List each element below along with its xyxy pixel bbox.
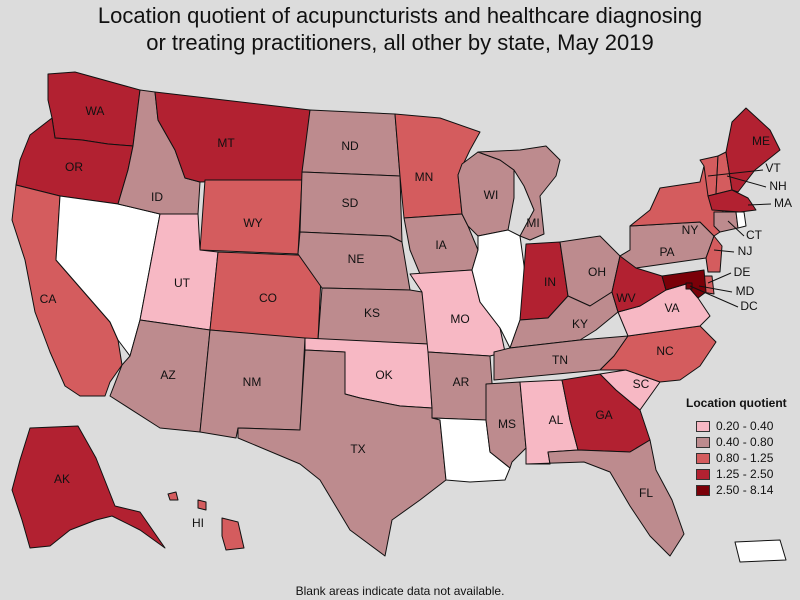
- state-label-nc: NC: [656, 344, 674, 358]
- state-label-mt: MT: [217, 136, 235, 150]
- state-label-ia: IA: [435, 238, 446, 252]
- state-tx: [237, 349, 447, 557]
- leader-line-nh: [726, 175, 767, 188]
- leader-line-nj: [713, 249, 735, 253]
- leader-line-ma: [747, 203, 772, 206]
- state-hi: [167, 491, 245, 551]
- state-label-az: AZ: [160, 368, 175, 382]
- state-fl: [525, 439, 685, 557]
- state-label-va: VA: [664, 301, 679, 315]
- footnote: Blank areas indicate data not available.: [295, 584, 505, 598]
- state-label-or: OR: [65, 160, 83, 174]
- state-label-al: AL: [549, 413, 564, 427]
- state-label-nj: NJ: [738, 244, 753, 258]
- legend-label: 0.20 - 0.40: [716, 419, 774, 433]
- state-ri: [735, 211, 747, 229]
- state-pr: [734, 539, 787, 563]
- legend-swatch: [696, 452, 710, 464]
- state-label-pa: PA: [659, 245, 674, 259]
- state-label-nh: NH: [769, 179, 786, 193]
- state-label-me: ME: [752, 134, 770, 148]
- state-label-dc: DC: [740, 299, 758, 313]
- state-ak: [11, 425, 166, 549]
- map-title: Location quotient of acupuncturists and …: [0, 2, 800, 56]
- legend-swatch: [696, 484, 710, 496]
- legend-label: 0.40 - 0.80: [716, 435, 774, 449]
- state-label-mi: MI: [526, 216, 539, 230]
- state-label-hi: HI: [192, 516, 204, 530]
- state-ma: [707, 189, 757, 213]
- state-label-sc: SC: [633, 377, 650, 391]
- map-title-line1: Location quotient of acupuncturists and …: [97, 3, 703, 28]
- state-sc: [599, 369, 661, 411]
- state-label-mo: MO: [450, 312, 469, 326]
- legend-swatch: [696, 468, 710, 480]
- leader-line-md: [698, 285, 733, 293]
- state-label-ga: GA: [595, 408, 612, 422]
- legend-swatch: [696, 420, 710, 432]
- state-label-ma: MA: [774, 196, 792, 210]
- state-label-in: IN: [544, 275, 556, 289]
- legend-item: 0.40 - 0.80: [696, 434, 796, 450]
- state-label-id: ID: [151, 190, 163, 204]
- map-title-line2: or treating practitioners, all other by …: [146, 30, 654, 55]
- state-label-sd: SD: [342, 196, 359, 210]
- state-nc: [599, 325, 717, 383]
- state-dc: [685, 282, 693, 290]
- state-label-nm: NM: [243, 375, 262, 389]
- state-label-vt: VT: [765, 161, 781, 175]
- state-ct: [713, 211, 739, 233]
- state-label-ak: AK: [54, 472, 70, 486]
- state-nj: [705, 235, 723, 273]
- state-label-wy: WY: [243, 216, 262, 230]
- state-label-tn: TN: [552, 353, 568, 367]
- state-label-ms: MS: [498, 417, 516, 431]
- legend-item: 0.20 - 0.40: [696, 418, 796, 434]
- leader-line-de: [707, 272, 732, 284]
- leader-line-dc: [689, 285, 739, 308]
- legend-title: Location quotient: [686, 396, 787, 410]
- state-md: [661, 269, 707, 299]
- state-label-ky: KY: [572, 317, 588, 331]
- state-label-de: DE: [734, 265, 751, 279]
- state-label-ne: NE: [348, 252, 365, 266]
- legend-label: 2.50 - 8.14: [716, 483, 774, 497]
- state-label-ct: CT: [746, 228, 763, 242]
- legend-label: 0.80 - 1.25: [716, 451, 774, 465]
- state-label-wv: WV: [616, 291, 635, 305]
- legend-item: 2.50 - 8.14: [696, 482, 796, 498]
- leader-line-vt: [707, 169, 764, 177]
- state-label-mn: MN: [415, 170, 434, 184]
- state-label-ks: KS: [364, 306, 380, 320]
- legend-item: 0.80 - 1.25: [696, 450, 796, 466]
- legend-item: 1.25 - 2.50: [696, 466, 796, 482]
- state-label-ca: CA: [40, 292, 57, 306]
- state-label-wi: WI: [484, 188, 499, 202]
- state-mi: [477, 145, 561, 241]
- state-label-ok: OK: [375, 368, 392, 382]
- state-label-nd: ND: [341, 139, 359, 153]
- state-label-tx: TX: [350, 442, 365, 456]
- legend-label: 1.25 - 2.50: [716, 467, 774, 481]
- state-label-ut: UT: [174, 276, 191, 290]
- state-label-ar: AR: [453, 375, 470, 389]
- state-label-ny: NY: [682, 223, 699, 237]
- legend: Location quotient 0.20 - 0.40 0.40 - 0.80…: [686, 396, 796, 498]
- leader-line-ct: [727, 220, 745, 237]
- state-label-oh: OH: [588, 265, 606, 279]
- state-label-wa: WA: [86, 104, 105, 118]
- state-label-fl: FL: [639, 486, 653, 500]
- state-label-co: CO: [259, 291, 277, 305]
- legend-swatch: [696, 436, 710, 448]
- state-label-md: MD: [736, 284, 755, 298]
